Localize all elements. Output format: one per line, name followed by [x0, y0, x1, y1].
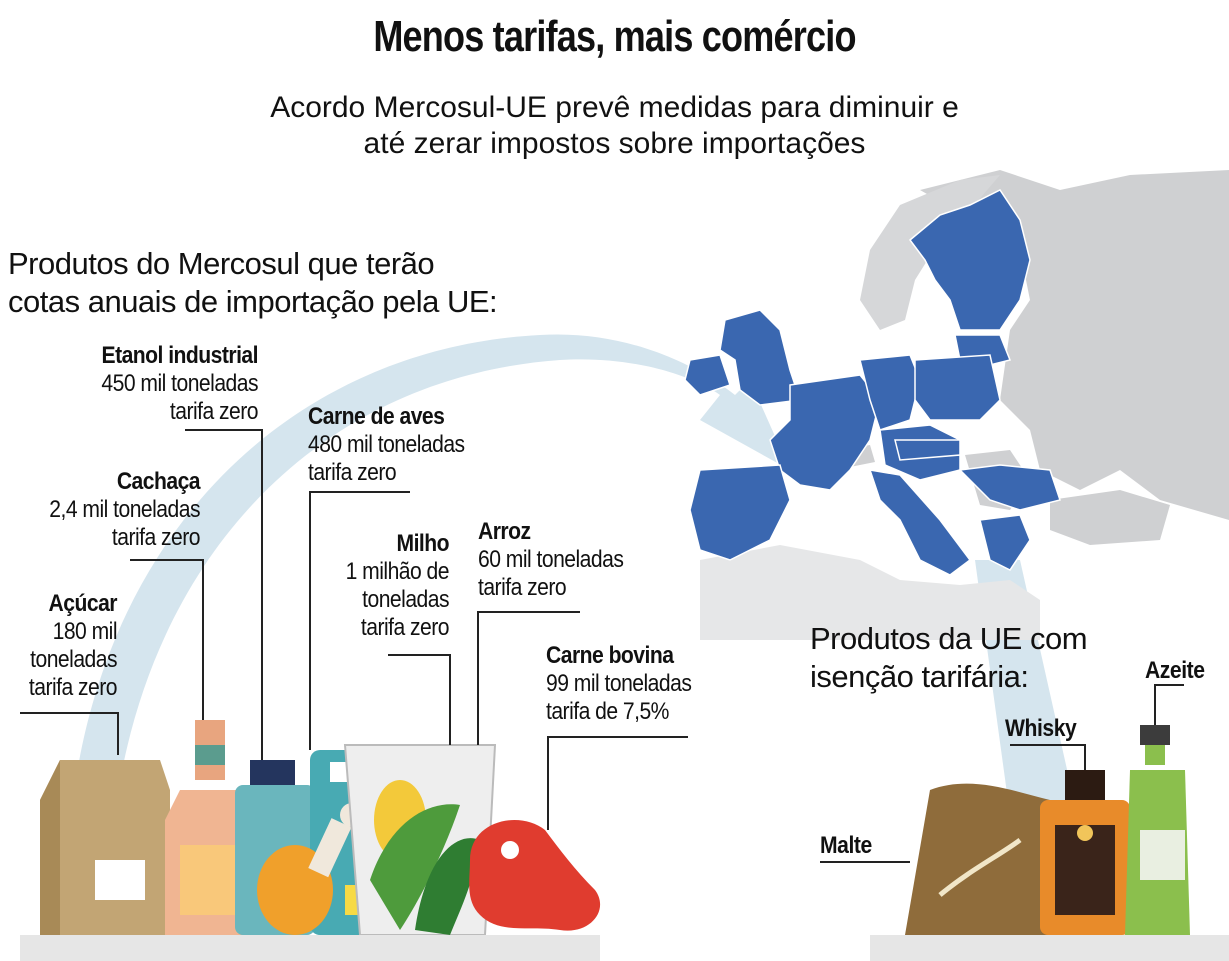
ue-heading-line-1: Produtos da UE com [810, 621, 1088, 656]
cachaca-tariff: tarifa zero [111, 524, 201, 551]
label-whisky: Whisky [1005, 715, 1077, 742]
ue-heading-line-2: isenção tarifária: [810, 659, 1029, 694]
land-africa [700, 545, 1040, 640]
subtitle-line-1: Acordo Mercosul-UE prevê medidas para di… [270, 91, 959, 124]
whisky-bottle-icon [1040, 770, 1130, 935]
arroz-quota: 60 mil toneladas [478, 546, 624, 573]
cachaca-name: Cachaça [116, 468, 201, 495]
bovina-name: Carne bovina [546, 642, 674, 669]
aves-tariff: tarifa zero [308, 459, 397, 486]
label-etanol: Etanol industrial 450 mil toneladas tari… [47, 342, 258, 426]
etanol-name: Etanol industrial [101, 342, 259, 369]
page-title: Menos tarifas, mais comércio [373, 12, 856, 61]
bovina-tariff: tarifa de 7,5% [546, 698, 669, 725]
land-turkey [1050, 490, 1170, 545]
mercosul-heading: Produtos do Mercosul que terão cotas anu… [8, 245, 498, 321]
cachaca-quota: 2,4 mil toneladas [49, 496, 200, 523]
label-cachaca: Cachaça 2,4 mil toneladas tarifa zero [24, 468, 200, 552]
label-arroz: Arroz 60 mil toneladas tarifa zero [478, 518, 654, 602]
label-azeite: Azeite [1145, 657, 1205, 684]
bovina-quota: 99 mil toneladas [546, 670, 692, 697]
ground-left [20, 935, 600, 961]
mercosul-heading-line-2: cotas anuais de importação pela UE: [8, 284, 498, 319]
page-subtitle: Acordo Mercosul-UE prevê medidas para di… [0, 90, 1229, 162]
subtitle-line-2: até zerar impostos sobre importações [363, 127, 866, 160]
etanol-tariff: tarifa zero [169, 398, 259, 425]
label-acucar: Açúcar 180 mil toneladas tarifa zero [20, 590, 118, 702]
arroz-tariff: tarifa zero [478, 574, 567, 601]
mercosul-heading-line-1: Produtos do Mercosul que terão [8, 246, 435, 281]
acucar-quota: 180 mil [52, 618, 118, 645]
aves-name: Carne de aves [308, 403, 445, 430]
label-bovina: Carne bovina 99 mil toneladas tarifa de … [546, 642, 722, 726]
milho-name: Milho [396, 530, 450, 557]
sugar-bag-icon [40, 760, 170, 935]
ue-heading: Produtos da UE com isenção tarifária: [810, 620, 1088, 696]
chicken-leg-icon [257, 803, 364, 935]
milho-tariff: tarifa zero [360, 614, 450, 641]
label-malte: Malte [820, 832, 872, 859]
aves-quota: 480 mil toneladas [308, 431, 465, 458]
acucar-unit: toneladas [30, 646, 117, 673]
arroz-name: Arroz [478, 518, 531, 545]
ground-right [870, 935, 1229, 961]
malte-sack-icon [905, 783, 1060, 935]
land-east [920, 170, 1229, 520]
milho-unit: toneladas [362, 586, 449, 613]
eu-map [684, 189, 1061, 576]
leader-lines [20, 429, 1184, 863]
etanol-quota: 450 mil toneladas [101, 370, 258, 397]
label-aves: Carne de aves 480 mil toneladas tarifa z… [308, 403, 493, 487]
acucar-tariff: tarifa zero [28, 674, 118, 701]
label-milho: Milho 1 milhão de toneladas tarifa zero [335, 530, 450, 642]
corn-icon [370, 780, 480, 935]
trade-arrow-left [67, 334, 790, 961]
azeite-bottle-icon [1125, 725, 1190, 935]
cachaca-bottle-icon [165, 720, 255, 935]
milho-quota: 1 milhão de [345, 558, 450, 585]
beef-steak-icon [469, 820, 601, 931]
acucar-name: Açúcar [48, 590, 118, 617]
